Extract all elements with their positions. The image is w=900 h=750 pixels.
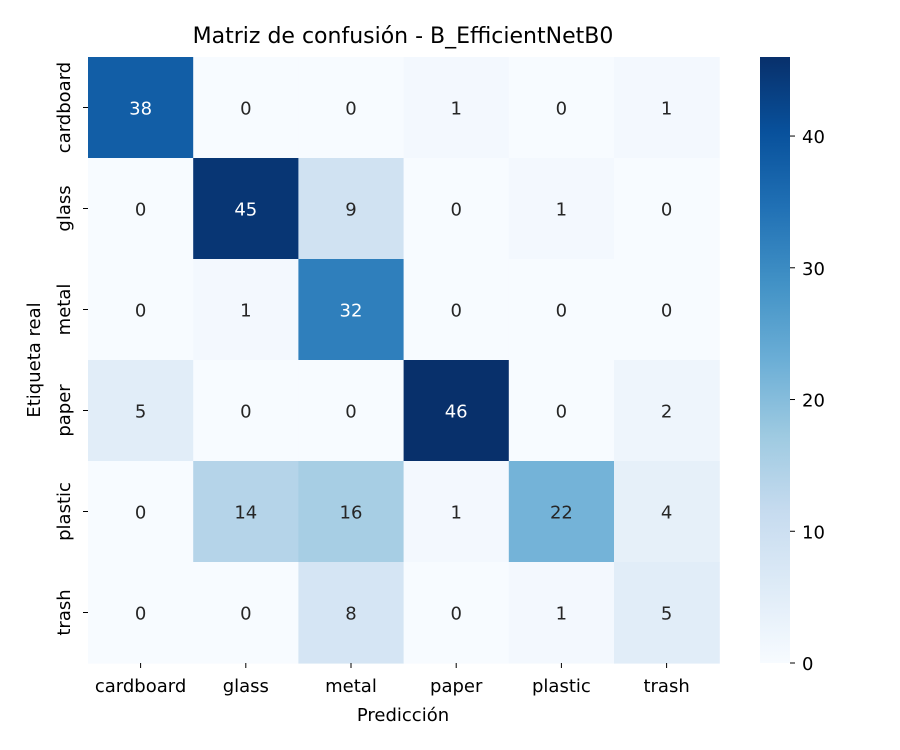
heatmap-cell [298, 562, 405, 664]
y-tick-label: metal [54, 284, 75, 336]
heatmap-cell [614, 158, 720, 260]
cell-value-label: 0 [345, 99, 356, 120]
heatmap-cell [614, 57, 720, 159]
heatmap-cell [193, 461, 299, 563]
cell-value-label: 0 [556, 99, 567, 120]
cell-value-label: 0 [661, 301, 672, 322]
cell-value-label: 14 [234, 503, 257, 524]
cell-value-label: 1 [556, 200, 567, 221]
y-tick-label: glass [54, 185, 75, 231]
y-tick-label: plastic [54, 482, 75, 541]
heatmap-cell [403, 461, 510, 563]
y-tick-label: trash [54, 589, 75, 635]
heatmap-cell [88, 562, 194, 664]
heatmap-cell [508, 259, 615, 361]
heatmap-cell [298, 259, 405, 361]
heatmap-cell [614, 562, 720, 664]
x-tick-label: plastic [532, 676, 591, 697]
heatmap-cell [298, 158, 405, 260]
colorbar-tick-label: 30 [802, 259, 825, 280]
colorbar: 0 10 20 30 40 [760, 57, 825, 675]
cell-value-label: 1 [240, 301, 251, 322]
heatmap-cell [614, 461, 720, 563]
cell-value-label: 9 [345, 200, 356, 221]
heatmap-cell [88, 158, 194, 260]
cell-value-label: 0 [345, 402, 356, 423]
heatmap-cell [193, 562, 299, 664]
y-tick-label: paper [54, 384, 75, 437]
cell-value-label: 0 [135, 604, 146, 625]
cell-value-label: 2 [661, 402, 672, 423]
heatmap: 38 0 0 1 0 10 45 9 0 1 00 1 32 0 0 05 0 0 46 0 20 14 16 1 22 40 0 8… [54, 57, 720, 697]
chart-title: Matriz de confusión - B_EfficientNetB0 [193, 24, 614, 49]
cell-value-label: 0 [556, 402, 567, 423]
cell-value-label: 0 [135, 503, 146, 524]
colorbar-scale [760, 57, 790, 663]
cell-value-label: 0 [240, 402, 251, 423]
heatmap-cell [403, 360, 510, 462]
x-axis-label: Predicción [357, 705, 449, 726]
heatmap-cell [88, 57, 194, 159]
heatmap-cell [403, 158, 510, 260]
cell-value-label: 0 [135, 200, 146, 221]
cell-value-label: 45 [234, 200, 257, 221]
heatmap-cell [508, 57, 615, 159]
y-tick-label: cardboard [54, 62, 75, 153]
cell-value-label: 0 [240, 99, 251, 120]
cell-value-label: 1 [450, 503, 461, 524]
heatmap-cell [193, 57, 299, 159]
heatmap-cell [88, 461, 194, 563]
heatmap-cell [193, 360, 299, 462]
heatmap-cell [614, 360, 720, 462]
heatmap-cell [298, 360, 405, 462]
y-axis-label: Etiqueta real [24, 302, 45, 417]
cell-value-label: 0 [135, 301, 146, 322]
heatmap-cell [403, 562, 510, 664]
heatmap-cell [614, 259, 720, 361]
heatmap-cell [298, 57, 405, 159]
heatmap-cell [403, 259, 510, 361]
x-tick-label: metal [325, 676, 377, 697]
heatmap-cell [193, 158, 299, 260]
x-tick-label: trash [643, 676, 689, 697]
colorbar-tick-label: 10 [802, 522, 825, 543]
heatmap-cell [403, 57, 510, 159]
heatmap-cell [298, 461, 405, 563]
heatmap-cell [193, 259, 299, 361]
x-tick-label: cardboard [95, 676, 186, 697]
heatmap-cell [508, 158, 615, 260]
cell-value-label: 1 [450, 99, 461, 120]
cell-value-label: 32 [340, 301, 363, 322]
heatmap-cell [88, 259, 194, 361]
cell-value-label: 46 [445, 402, 468, 423]
cell-value-label: 4 [661, 503, 672, 524]
colorbar-tick-label: 20 [802, 391, 825, 412]
cell-value-label: 38 [129, 99, 152, 120]
cell-value-label: 5 [661, 604, 672, 625]
cell-value-label: 5 [135, 402, 146, 423]
cell-value-label: 16 [340, 503, 363, 524]
cell-value-label: 0 [556, 301, 567, 322]
colorbar-tick-label: 0 [802, 654, 813, 675]
heatmap-cell [508, 562, 615, 664]
x-tick-label: paper [430, 676, 483, 697]
cell-value-label: 1 [661, 99, 672, 120]
heatmap-cell [88, 360, 194, 462]
cell-value-label: 22 [550, 503, 573, 524]
cell-value-label: 1 [556, 604, 567, 625]
cell-value-label: 0 [450, 301, 461, 322]
cell-value-label: 0 [450, 200, 461, 221]
cell-value-label: 8 [345, 604, 356, 625]
heatmap-cell [508, 461, 615, 563]
cell-value-label: 0 [240, 604, 251, 625]
cell-value-label: 0 [661, 200, 672, 221]
colorbar-tick-label: 40 [802, 127, 825, 148]
x-tick-label: glass [223, 676, 269, 697]
cell-value-label: 0 [450, 604, 461, 625]
heatmap-cell [508, 360, 615, 462]
